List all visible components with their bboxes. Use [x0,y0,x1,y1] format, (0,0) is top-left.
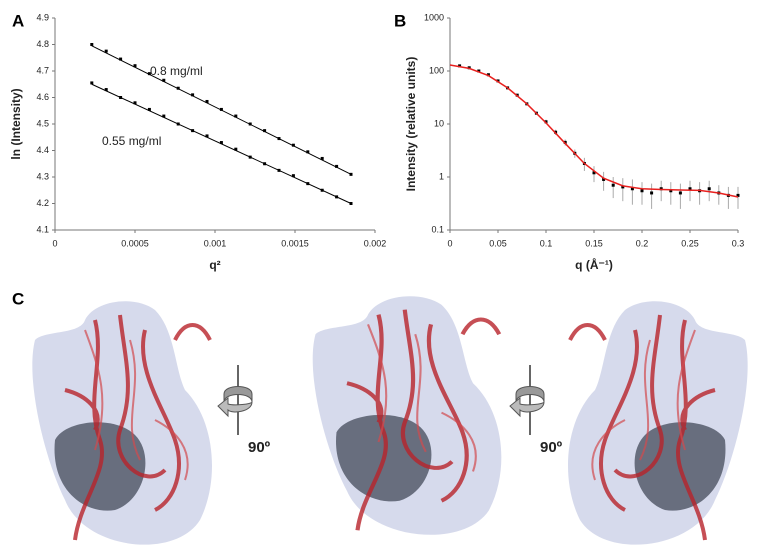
panel-label: A [12,11,24,30]
x-tick-label: 0.25 [681,238,699,248]
data-point [104,88,108,92]
data-point [119,96,123,99]
data-point [458,64,462,68]
y-tick-label: 0.1 [431,224,444,234]
data-point [707,187,711,191]
data-point [736,193,740,197]
data-point [219,107,223,111]
y-tick-label: 4.8 [36,39,49,49]
data-point [119,57,123,61]
x-tick-label: 0.3 [732,238,745,248]
fit-curve [449,64,739,198]
data-point [477,69,481,73]
data-point [335,195,339,199]
y-tick-label: 4.2 [36,198,49,208]
y-tick-label: 10 [434,118,444,128]
y-axis-label: ln (Intensity) [9,88,23,159]
data-point [104,49,108,53]
data-point [176,122,180,126]
y-tick-label: 4.1 [36,224,49,234]
data-point [650,191,654,195]
x-axis-label: q² [209,258,220,272]
data-point [147,107,151,111]
y-tick-label: 4.9 [36,12,49,22]
y-tick-label: 4.4 [36,145,49,155]
x-tick-label: 0.0015 [281,238,309,248]
x-tick-label: 0.0005 [121,238,149,248]
series-annotation: 0.55 mg/ml [102,134,161,148]
data-point [90,43,94,46]
data-point [320,188,324,192]
data-point [162,114,166,118]
data-point [320,156,324,160]
data-point [640,189,644,193]
rotation-arrow [217,364,253,436]
data-point [248,155,252,159]
data-point [176,86,180,90]
rotation-arrow [509,364,545,436]
data-point [205,99,209,103]
data-point [234,114,238,118]
data-point [544,120,548,124]
data-point [349,202,353,205]
y-tick-label: 100 [429,65,444,75]
molecule-view [313,296,502,535]
data-point [630,187,634,191]
panel-label: C [12,289,24,308]
data-point [133,64,137,68]
data-point [678,191,682,195]
y-tick-label: 1 [439,171,444,181]
data-point [306,150,310,154]
data-point [277,137,281,141]
data-point [90,81,94,85]
x-axis-label: q (Å⁻¹) [575,257,613,272]
data-point [234,147,238,151]
data-point [349,172,353,176]
molecule-view [30,299,215,547]
data-point [306,182,310,186]
data-point [602,177,606,181]
y-tick-label: 1000 [424,12,444,22]
data-point [263,129,267,133]
rotation-label: 90º [540,439,563,456]
data-point [621,185,625,189]
data-point [191,129,195,133]
data-point [291,174,295,178]
data-point [205,134,209,138]
data-point [133,101,137,105]
data-point [147,72,151,76]
x-tick-label: 0.05 [489,238,507,248]
panel-label: B [394,11,406,30]
y-tick-label: 4.7 [36,65,49,75]
molecule-view [566,299,750,547]
x-tick-label: 0.002 [364,238,387,248]
x-tick-label: 0.1 [540,238,553,248]
data-point [162,78,166,82]
x-tick-label: 0.001 [204,238,227,248]
data-point [669,189,673,193]
data-point [659,187,663,191]
data-point [191,93,195,97]
data-point [486,73,490,77]
data-point [611,183,615,187]
data-point [277,168,281,172]
y-axis-label: Intensity (relative units) [404,57,418,192]
data-point [263,162,267,166]
series-annotation: 0.8 mg/ml [150,64,203,78]
data-point [248,122,252,126]
data-point [592,171,596,175]
x-tick-label: 0 [447,238,452,248]
data-point [291,143,295,147]
data-point [688,187,692,191]
rotation-label: 90º [248,439,271,456]
data-point [335,164,339,168]
y-tick-label: 4.6 [36,92,49,102]
data-point [219,141,223,145]
y-tick-label: 4.5 [36,118,49,128]
x-tick-label: 0.15 [585,238,603,248]
x-tick-label: 0.2 [636,238,649,248]
x-tick-label: 0 [52,238,57,248]
y-tick-label: 4.3 [36,171,49,181]
